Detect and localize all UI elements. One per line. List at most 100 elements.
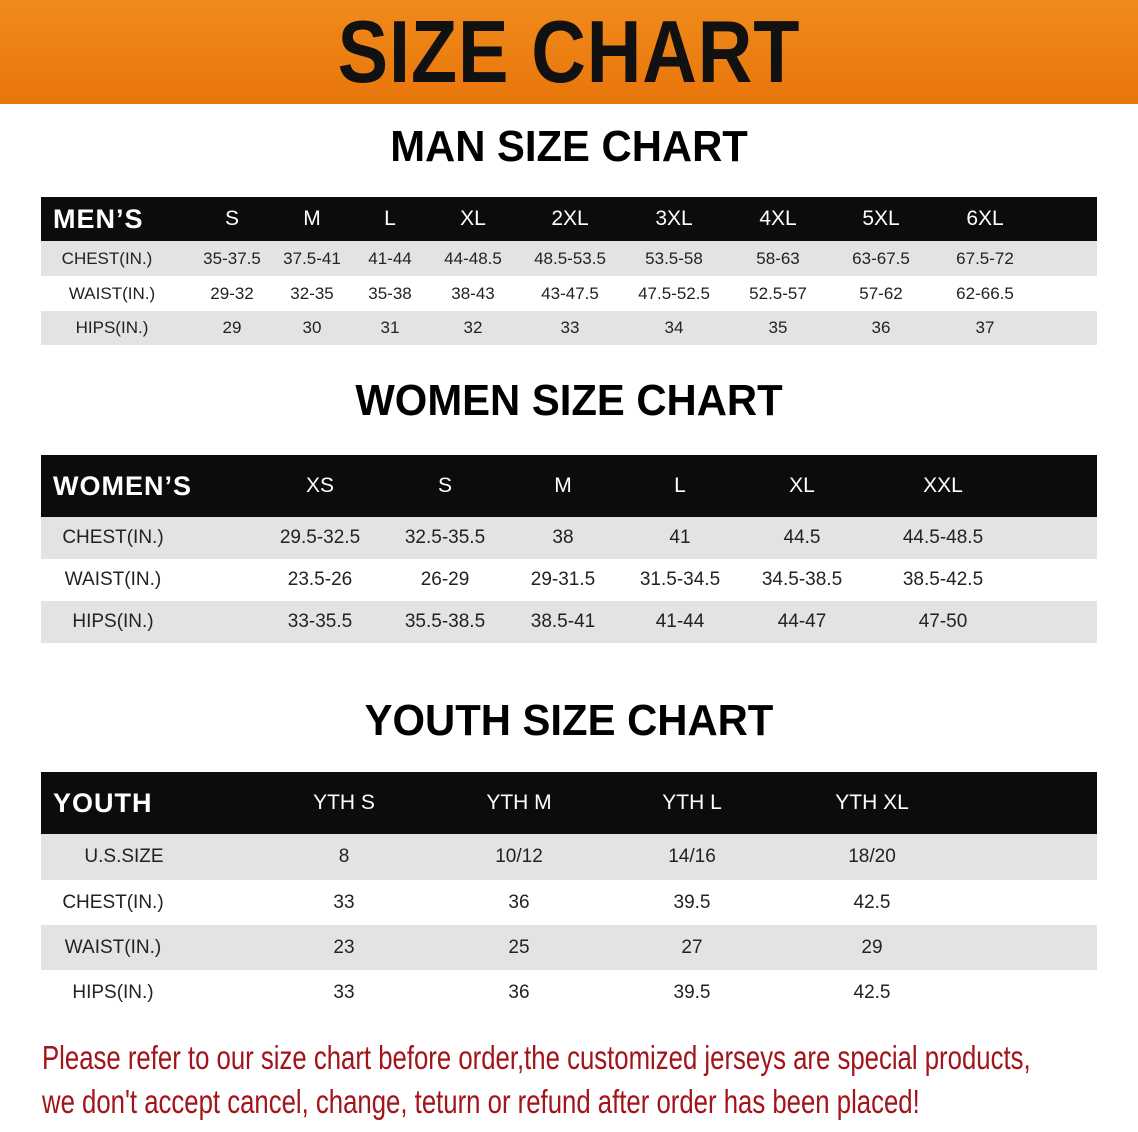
row-label: CHEST(IN.) <box>62 527 164 548</box>
table-cell: 39.5 <box>673 891 711 913</box>
table-row: WAIST(IN.) 29-32 32-35 35-38 38-43 43-47.5 47.… <box>41 276 1097 311</box>
men-section-title: MAN SIZE CHART <box>390 122 748 171</box>
header-label: WOMEN’S <box>53 470 192 501</box>
table-cell: 38.5-42.5 <box>902 569 984 590</box>
table-cell: 34 <box>664 318 684 337</box>
table-cell: 29-32 <box>210 283 254 303</box>
row-label: HIPS(IN.) <box>72 981 154 1003</box>
table-cell: 42.5 <box>853 981 891 1003</box>
row-label: WAIST(IN.) <box>64 936 162 958</box>
table-cell: 44-47 <box>777 611 827 632</box>
size-header-xl: XL <box>460 207 486 230</box>
row-label: WAIST(IN.) <box>68 283 156 303</box>
table-cell: 42.5 <box>853 891 891 913</box>
table-cell: 30 <box>302 318 322 337</box>
table-cell: 35-37.5 <box>203 248 261 268</box>
table-cell: 44.5 <box>783 527 821 548</box>
size-header-m: M <box>554 474 572 497</box>
table-cell: 44.5-48.5 <box>902 527 984 548</box>
table-cell: 36 <box>871 318 891 337</box>
table-row: HIPS(IN.) 33-35.5 35.5-38.5 38.5-41 41-44 44-… <box>41 601 1097 643</box>
table-cell: 33 <box>560 318 580 337</box>
table-cell: 33 <box>333 981 355 1003</box>
table-cell: 53.5-58 <box>645 248 703 268</box>
table-row: HIPS(IN.) 33 36 39.5 42.5 <box>41 970 1097 1015</box>
size-header-3xl: 3XL <box>655 207 693 230</box>
table-row: CHEST(IN.) 29.5-32.5 32.5-35.5 38 41 44.5 44.5… <box>41 517 1097 559</box>
table-cell: 52.5-57 <box>749 283 807 303</box>
table-row: U.S.SIZE 8 10/12 14/16 18/20 <box>41 834 1097 880</box>
size-header-yth-m: YTH M <box>486 791 552 814</box>
table-cell: 34.5-38.5 <box>761 569 843 590</box>
table-cell: 32 <box>463 318 483 337</box>
header-label: YOUTH <box>53 787 153 818</box>
table-cell: 10/12 <box>495 846 543 867</box>
size-header-6xl: 6XL <box>966 207 1004 230</box>
table-cell: 27 <box>681 936 703 958</box>
table-header-row: YOUTH YTH S YTH M YTH L YTH XL <box>41 772 1097 834</box>
table-cell: 36 <box>508 981 530 1003</box>
table-cell: 31 <box>380 318 400 337</box>
table-cell: 38 <box>552 527 574 548</box>
table-cell: 44-48.5 <box>444 248 502 268</box>
table-cell: 47.5-52.5 <box>638 283 710 303</box>
size-header-m: M <box>303 207 321 230</box>
table-cell: 41 <box>669 527 691 548</box>
table-cell: 37 <box>975 318 995 337</box>
table-cell: 23.5-26 <box>287 569 353 590</box>
table-cell: 31.5-34.5 <box>639 569 721 590</box>
size-header-xs: XS <box>305 474 335 497</box>
size-header-s: S <box>437 474 453 497</box>
size-header-yth-s: YTH S <box>313 791 375 814</box>
order-notice: Please refer to our size chart before or… <box>42 1036 1056 1124</box>
table-header-row: WOMEN’S XS S M L XL XXL <box>41 455 1097 517</box>
banner: SIZE CHART <box>0 0 1138 104</box>
table-cell: 35.5-38.5 <box>404 611 486 632</box>
size-header-s: S <box>224 207 240 230</box>
table-row: WAIST(IN.) 23 25 27 29 <box>41 925 1097 970</box>
table-cell: 14/16 <box>668 846 716 867</box>
men-size-table: MEN’S S M L XL 2XL 3XL 4XL 5XL 6XL CHEST(IN.) 35-37… <box>41 197 1097 345</box>
size-header-l: L <box>384 207 396 230</box>
notice-line-2: we don't accept cancel, change, teturn o… <box>42 1083 920 1120</box>
row-label: WAIST(IN.) <box>64 569 162 590</box>
youth-section-title: YOUTH SIZE CHART <box>364 696 774 745</box>
table-cell: 38.5-41 <box>530 611 596 632</box>
table-cell: 37.5-41 <box>283 248 341 268</box>
size-header-4xl: 4XL <box>759 207 797 230</box>
table-cell: 18/20 <box>848 846 896 867</box>
table-cell: 43-47.5 <box>541 283 599 303</box>
table-cell: 38-43 <box>451 283 495 303</box>
table-cell: 32.5-35.5 <box>404 527 486 548</box>
table-cell: 32-35 <box>290 283 334 303</box>
header-label: MEN’S <box>53 203 144 234</box>
table-cell: 29 <box>861 936 883 958</box>
table-cell: 39.5 <box>673 981 711 1003</box>
size-header-yth-xl: YTH XL <box>835 791 909 814</box>
table-row: WAIST(IN.) 23.5-26 26-29 29-31.5 31.5-34.5 34… <box>41 559 1097 601</box>
table-row: HIPS(IN.) 29 30 31 32 33 34 35 36 37 <box>41 311 1097 345</box>
table-cell: 36 <box>508 891 530 913</box>
table-cell: 25 <box>508 936 530 958</box>
table-cell: 62-66.5 <box>956 283 1014 303</box>
table-cell: 67.5-72 <box>956 248 1014 268</box>
table-cell: 8 <box>338 846 350 867</box>
table-cell: 29 <box>222 318 242 337</box>
table-cell: 57-62 <box>859 283 903 303</box>
row-label: CHEST(IN.) <box>62 891 164 913</box>
row-label: U.S.SIZE <box>84 846 164 867</box>
table-cell: 41-44 <box>368 248 412 268</box>
table-cell: 23 <box>333 936 355 958</box>
table-cell: 35-38 <box>368 283 412 303</box>
table-row: CHEST(IN.) 33 36 39.5 42.5 <box>41 880 1097 925</box>
size-header-yth-l: YTH L <box>662 791 722 814</box>
table-row: CHEST(IN.) 35-37.5 37.5-41 41-44 44-48.5 48.5… <box>41 241 1097 276</box>
table-cell: 26-29 <box>420 569 470 590</box>
table-cell: 41-44 <box>655 611 705 632</box>
size-header-xl: XL <box>789 474 815 497</box>
notice-line-1: Please refer to our size chart before or… <box>42 1039 1031 1076</box>
table-header-row: MEN’S S M L XL 2XL 3XL 4XL 5XL 6XL <box>41 197 1097 241</box>
row-label: CHEST(IN.) <box>61 248 153 268</box>
size-header-xxl: XXL <box>923 474 963 497</box>
table-cell: 33 <box>333 891 355 913</box>
